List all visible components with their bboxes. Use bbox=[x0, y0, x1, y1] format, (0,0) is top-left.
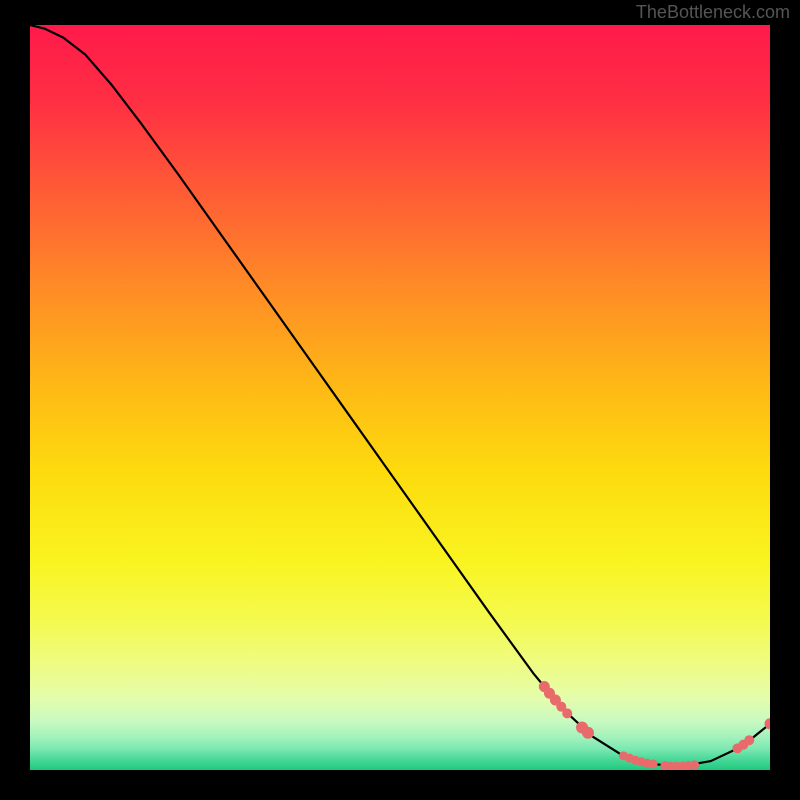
data-marker bbox=[690, 760, 699, 769]
data-marker bbox=[562, 708, 572, 718]
bottleneck-curve bbox=[30, 25, 770, 766]
data-markers bbox=[539, 681, 770, 770]
bottleneck-chart bbox=[30, 25, 770, 770]
data-marker bbox=[649, 760, 658, 769]
chart-curve-layer bbox=[30, 25, 770, 770]
watermark-text: TheBottleneck.com bbox=[636, 2, 790, 23]
data-marker bbox=[582, 727, 594, 739]
data-marker bbox=[744, 735, 754, 745]
